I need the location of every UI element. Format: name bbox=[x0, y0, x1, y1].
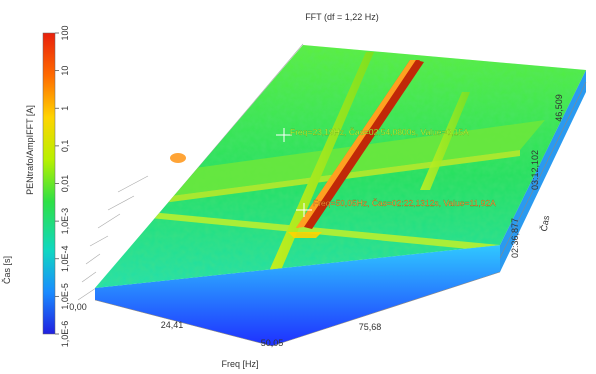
z-axis: 02:36,877 03:12,102 46,509 Čas bbox=[499, 81, 587, 259]
colorbar-label: PENtrafo/AmpIFFT [A] bbox=[25, 105, 35, 195]
colorbar-tick-label: 100 bbox=[60, 25, 70, 40]
ridge-50hz-skirt bbox=[288, 232, 322, 238]
surface-base-side bbox=[500, 70, 586, 272]
x-tick-label: 50,05 bbox=[261, 338, 284, 348]
annotation-markers bbox=[276, 128, 312, 217]
colorbar-gradient bbox=[42, 32, 56, 335]
colorbar-tick-label: 1 bbox=[60, 106, 70, 111]
colorbar-tick-label: 10 bbox=[60, 66, 70, 76]
ridge-75hz bbox=[420, 92, 470, 190]
chart-title: FFT (df = 1,22 Hz) bbox=[305, 12, 379, 22]
ridge-50hz-side bbox=[304, 60, 424, 229]
x-tick-label: 75,68 bbox=[359, 322, 382, 332]
z-axis-label: Čas bbox=[539, 214, 552, 232]
front-ridge bbox=[150, 212, 500, 252]
colorbar-tick-label: 0,01 bbox=[60, 175, 70, 193]
colorbar-tick-label: 1,0E-5 bbox=[60, 283, 70, 310]
ridge-50hz-top bbox=[296, 60, 416, 228]
surface-base bbox=[95, 245, 500, 346]
ridge-23hz bbox=[258, 52, 374, 288]
colorbar-tick-label: 1,0E-4 bbox=[60, 245, 70, 272]
low-frequency-peak bbox=[170, 153, 186, 163]
x-axis-label: Freq [Hz] bbox=[221, 359, 258, 369]
secondary-ridges bbox=[258, 52, 470, 288]
x-tick-label: 24,41 bbox=[161, 320, 184, 330]
y-axis-label: Čas [s] bbox=[2, 256, 12, 284]
y-tick-0: 0,00 bbox=[69, 302, 87, 312]
x-axis: 0,00 24,41 50,05 75,68 Freq [Hz] bbox=[69, 271, 501, 369]
peak-ridge-50hz bbox=[288, 60, 424, 238]
colorbar: 100 10 1 0,1 0,01 1,0E-3 1,0E-4 1,0E-5 1,0E-6 PE… bbox=[25, 25, 70, 347]
z-tick-label: 03:12,102 bbox=[530, 150, 540, 190]
annotation-50hz: Freq=50,05Hz, Čas=02:22,1312s, Value=11,… bbox=[313, 198, 496, 208]
colorbar-tick-label: 0,1 bbox=[60, 140, 70, 153]
annotation-23hz: Freq=23,19Hz, Čas=02:54,0800s, Value=0,1… bbox=[290, 127, 469, 137]
z-tick-label: 02:36,877 bbox=[510, 218, 520, 258]
annotations: Freq=23,19Hz, Čas=02:54,0800s, Value=0,1… bbox=[290, 127, 496, 208]
colorbar-tick-label: 1,0E-6 bbox=[60, 321, 70, 348]
z-tick-label: 46,509 bbox=[554, 94, 564, 122]
colorbar-tick-label: 1,0E-3 bbox=[60, 208, 70, 235]
